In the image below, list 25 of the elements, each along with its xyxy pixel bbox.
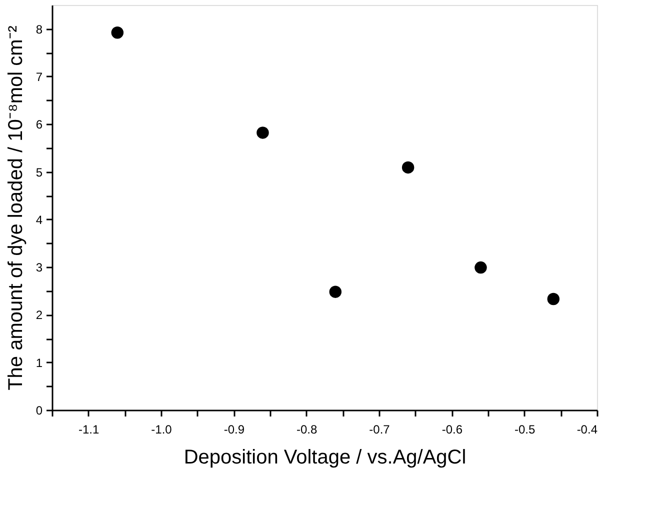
y-tick-label: 3 [36,260,43,275]
point [329,286,342,298]
y-tick-label: 2 [36,308,43,322]
y-tick-label: 5 [36,165,43,180]
y-tick-label: 4 [36,212,43,227]
x-tick-label: -1.1 [78,422,100,436]
x-tick-label: -0.9 [224,422,245,436]
y-tick-label: 0 [36,404,43,418]
x-tick-label: -0.7 [369,422,390,436]
x-tick-label: -0.8 [296,422,318,436]
x-tick-label: -1.0 [151,422,172,436]
point [402,161,414,174]
x-tick-label: -0.6 [442,422,463,436]
x-tick-label: -0.4 [576,422,598,436]
y-tick-label: 6 [36,118,43,132]
x-axis-title: Deposition Voltage / vs.Ag/AgCl [184,446,466,468]
point [111,26,124,39]
point [547,292,560,306]
y-tick-label: 8 [36,22,43,36]
y-axis-title: The amount of dye loaded / 10⁻⁸mol cm⁻² [4,25,27,390]
x-tick-label: -0.5 [514,422,536,436]
point [256,126,269,139]
y-tick-label: 7 [36,70,43,84]
y-tick-label: 1 [36,356,43,370]
point [474,261,487,274]
